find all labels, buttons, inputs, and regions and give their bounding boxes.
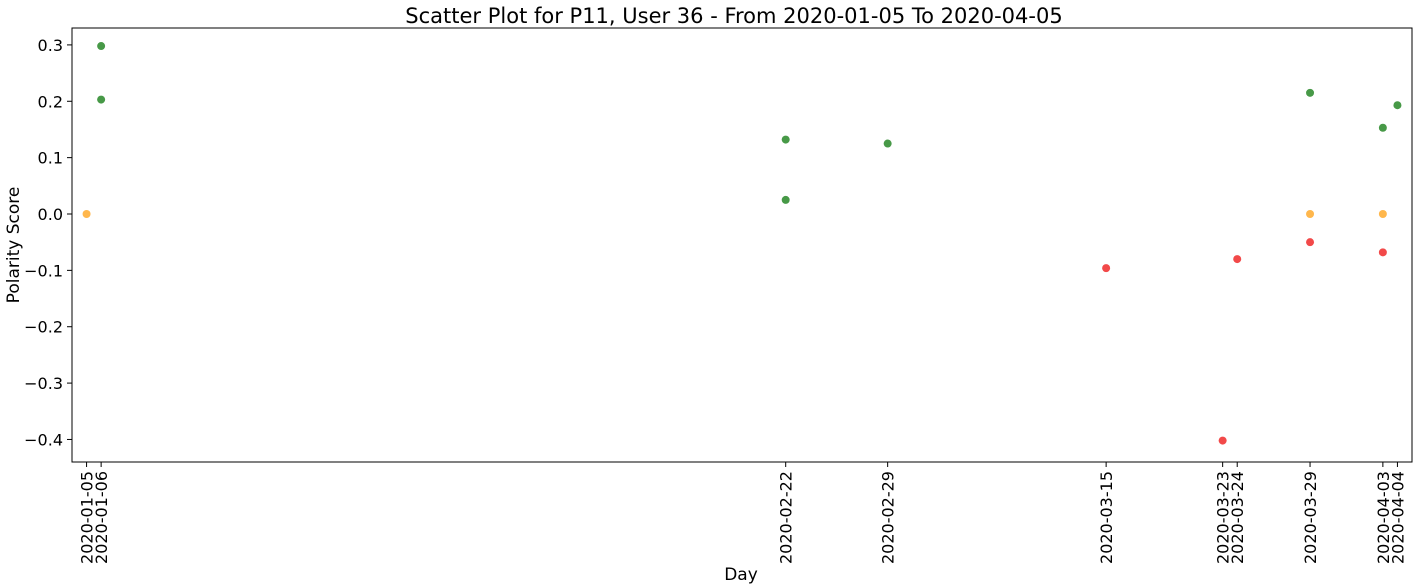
x-axis-label: Day — [724, 565, 758, 585]
x-tick-label: 2020-03-23 — [1214, 471, 1233, 564]
x-tick-label: 2020-03-24 — [1228, 471, 1247, 564]
data-point-positive — [1378, 123, 1387, 132]
data-point-neutral — [1306, 210, 1315, 218]
y-tick-label: 0.1 — [38, 149, 63, 168]
data-point-positive — [781, 135, 790, 144]
x-tick-label: 2020-03-29 — [1301, 471, 1320, 564]
x-tick-label: 2020-01-05 — [78, 471, 97, 564]
y-tick-label: 0.2 — [38, 92, 63, 111]
y-tick-label: 0.3 — [38, 36, 63, 55]
data-point-negative — [1102, 264, 1111, 273]
x-tick-label: 2020-04-03 — [1374, 471, 1393, 564]
data-point-positive — [1393, 101, 1402, 110]
y-tick-label: 0.0 — [38, 205, 63, 224]
data-point-negative — [1306, 238, 1315, 247]
y-tick-label: −0.3 — [24, 374, 63, 393]
x-tick-label: 2020-03-15 — [1097, 471, 1116, 564]
data-point-negative — [1218, 436, 1227, 445]
data-point-positive — [883, 139, 892, 148]
y-tick-label: −0.1 — [24, 261, 63, 280]
plot-frame — [71, 27, 1413, 463]
data-point-positive — [97, 95, 106, 104]
x-tick-label: 2020-01-06 — [92, 471, 111, 564]
x-tick-label: 2020-02-29 — [879, 471, 898, 564]
y-tick-label: −0.4 — [24, 430, 63, 449]
data-point-positive — [97, 42, 106, 51]
data-point-negative — [1378, 248, 1387, 257]
y-axis-label: Polarity Score — [4, 187, 24, 304]
chart-title: Scatter Plot for P11, User 36 - From 202… — [405, 4, 1062, 28]
x-tick-label: 2020-04-04 — [1388, 471, 1407, 564]
data-point-neutral — [82, 210, 91, 218]
y-axis: 0.3 0.2 0.1 0.0 −0.1 −0.2 −0.3 −0.4 — [24, 36, 72, 449]
data-point-neutral — [1378, 210, 1387, 218]
y-tick-label: −0.2 — [24, 318, 63, 337]
x-tick-label: 2020-02-22 — [777, 471, 796, 564]
data-point-positive — [1306, 88, 1315, 97]
data-points — [82, 42, 1402, 445]
data-point-negative — [1233, 255, 1242, 264]
data-point-positive — [781, 195, 790, 204]
